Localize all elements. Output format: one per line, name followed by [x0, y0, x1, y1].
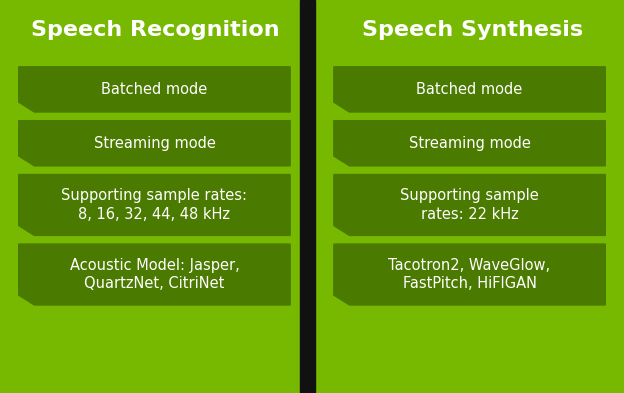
Text: Tacotron2, WaveGlow,
FastPitch, HiFIGAN: Tacotron2, WaveGlow, FastPitch, HiFIGAN: [389, 258, 550, 291]
Polygon shape: [19, 244, 290, 305]
Text: Supporting sample rates:
8, 16, 32, 44, 48 kHz: Supporting sample rates: 8, 16, 32, 44, …: [61, 188, 248, 222]
Polygon shape: [19, 67, 290, 112]
Polygon shape: [19, 174, 290, 235]
Text: Acoustic Model: Jasper,
QuartzNet, CitriNet: Acoustic Model: Jasper, QuartzNet, Citri…: [69, 258, 240, 291]
Text: Speech Recognition: Speech Recognition: [31, 20, 280, 40]
Polygon shape: [19, 121, 290, 166]
Text: Streaming mode: Streaming mode: [409, 136, 530, 151]
Text: Streaming mode: Streaming mode: [94, 136, 215, 151]
Polygon shape: [334, 244, 605, 305]
Polygon shape: [334, 121, 605, 166]
Bar: [300, 0, 315, 393]
Text: Batched mode: Batched mode: [101, 82, 208, 97]
Polygon shape: [334, 67, 605, 112]
Text: Batched mode: Batched mode: [416, 82, 523, 97]
Text: Speech Synthesis: Speech Synthesis: [362, 20, 583, 40]
Polygon shape: [334, 174, 605, 235]
Text: Supporting sample
rates: 22 kHz: Supporting sample rates: 22 kHz: [400, 188, 539, 222]
